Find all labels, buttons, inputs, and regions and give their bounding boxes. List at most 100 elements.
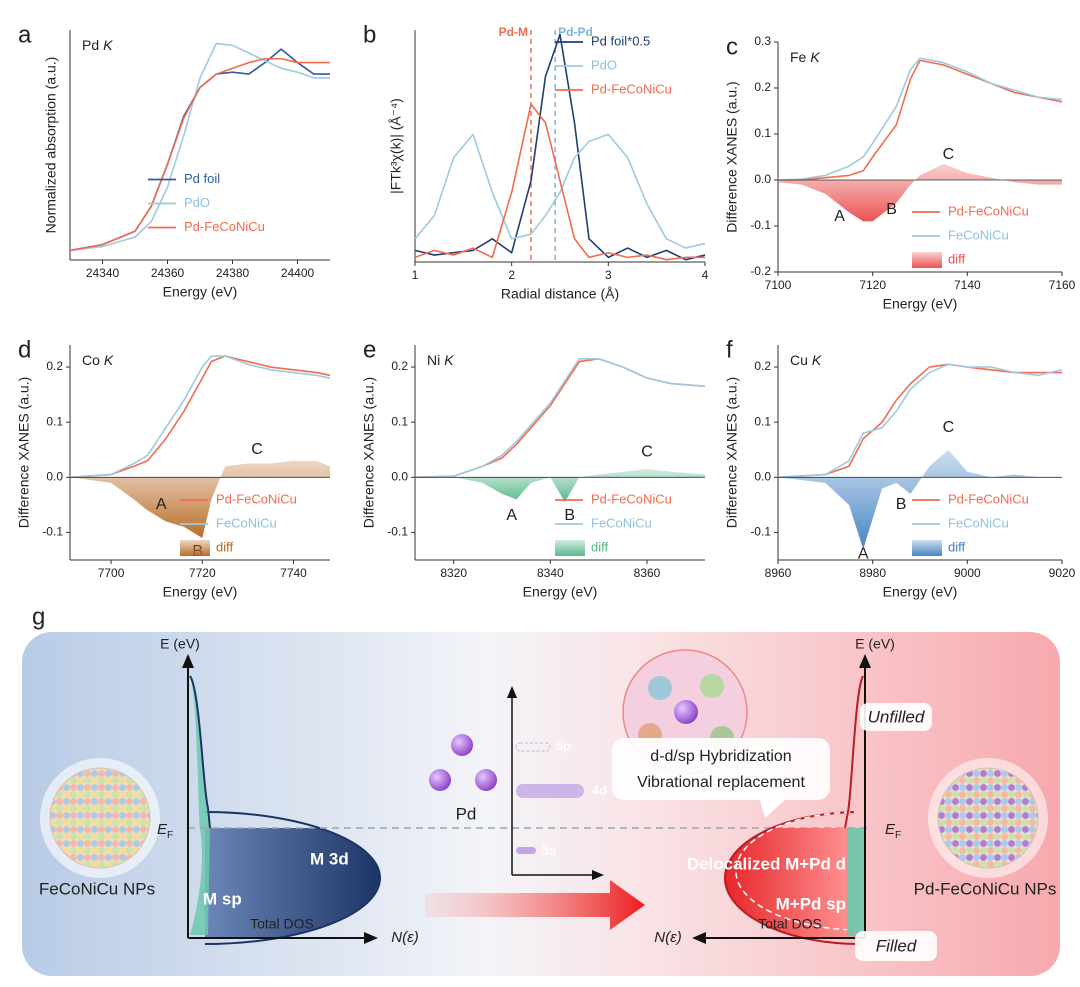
legend-label: diff — [216, 539, 233, 554]
x-axis-label: Energy (eV) — [163, 584, 238, 600]
y-tick-label: 0.0 — [46, 469, 63, 483]
element: Cu — [790, 352, 808, 368]
x-axis-label: Energy (eV) — [883, 296, 958, 312]
legend-label: Pd-FeCoNiCu — [591, 81, 672, 96]
legend-swatch — [555, 540, 585, 556]
legend-swatch — [180, 540, 210, 556]
legend-label: Pd-FeCoNiCu — [184, 219, 265, 234]
level-label: 4d — [592, 782, 607, 797]
edge: K — [444, 352, 454, 368]
element: Co — [82, 352, 100, 368]
y-tick-label: -0.1 — [750, 525, 771, 539]
arrow-head — [182, 654, 194, 668]
x-tick-label: 7720 — [189, 566, 216, 580]
axis-label: E (eV) — [855, 636, 895, 652]
series-line — [69, 42, 330, 252]
callout-text: d-d/sp Hybridization — [650, 748, 791, 765]
legend-label: FeCoNiCu — [216, 515, 277, 530]
panel: e Ni K 8320 8340 8360 -0.1 0.0 0.1 0.2 Energy (eV)… — [361, 336, 706, 600]
legend-label: Pd-FeCoNiCu — [591, 491, 672, 506]
element: Ni — [427, 352, 440, 368]
panel: d Co K 7700 7720 7740 -0.1 0.0 0.1 0.2 Energy (eV)… — [16, 336, 331, 600]
level-5s — [516, 847, 536, 854]
panel: f Cu K 8960 8980 9000 9020 -0.1 0.0 0.1 0.2 Energy … — [724, 336, 1076, 599]
dos-label: Total DOS — [758, 916, 822, 932]
annotation: C — [943, 419, 955, 436]
callout — [612, 738, 830, 800]
annotation: A — [506, 507, 517, 524]
annotation: C — [251, 441, 263, 458]
level-label: 5s — [542, 842, 556, 857]
panel: c Fe K 7100 7120 7140 7160 -0.2 -0.1 0.0 0.1 0.2 0.3… — [724, 33, 1076, 311]
pd-atom — [451, 734, 473, 756]
legend-label: diff — [948, 539, 965, 554]
edge: K — [104, 352, 114, 368]
x-axis-label: Energy (eV) — [163, 284, 238, 300]
x-tick-label: 8320 — [440, 566, 467, 580]
legend-label: FeCoNiCu — [591, 515, 652, 530]
y-tick-label: 0.1 — [46, 414, 63, 428]
legend-label: Pd foil — [184, 171, 220, 186]
series-line — [414, 357, 706, 479]
panel-label: a — [18, 21, 32, 48]
particle-label: Pd-FeCoNiCu NPs — [914, 879, 1057, 898]
y-tick-label: -0.1 — [750, 218, 771, 232]
series-line — [69, 57, 330, 252]
x-tick-label: 8360 — [634, 566, 661, 580]
y-axis-label: Difference XANES (a.u.) — [724, 377, 740, 528]
series-line — [69, 355, 331, 479]
y-tick-label: 0.0 — [391, 469, 408, 483]
sp-band — [847, 828, 865, 936]
y-tick-label: -0.1 — [387, 525, 408, 539]
level-label: 5p — [556, 738, 571, 753]
panel-label: c — [726, 33, 738, 60]
legend-label: Pd-FeCoNiCu — [216, 491, 297, 506]
d-band — [205, 828, 380, 938]
sp-outline — [189, 675, 211, 829]
callout-text: Vibrational replacement — [637, 774, 805, 791]
x-axis-label: Energy (eV) — [883, 584, 958, 600]
fermi-sub: F — [895, 830, 901, 841]
fermi-label: EF — [157, 821, 173, 841]
x-tick-label: 24400 — [281, 266, 315, 280]
y-tick-label: 0.2 — [46, 359, 63, 373]
y-tick-label: -0.1 — [42, 525, 63, 539]
element: Pd — [82, 37, 99, 53]
panel-label: d — [18, 336, 31, 363]
x-tick-label: 7120 — [859, 278, 886, 292]
annotation: A — [858, 546, 869, 563]
atom — [674, 700, 698, 724]
edge: K — [810, 49, 820, 65]
legend-label: FeCoNiCu — [948, 515, 1009, 530]
x-tick-label: 7740 — [280, 566, 307, 580]
x-tick-label: 24340 — [86, 266, 120, 280]
atom — [648, 676, 672, 700]
arrow-head — [592, 870, 604, 880]
x-tick-label: 7700 — [98, 566, 125, 580]
y-tick-label: 0.2 — [391, 359, 408, 373]
series-line — [777, 363, 1063, 479]
legend-label: Pd foil*0.5 — [591, 33, 650, 48]
x-axis-label: Energy (eV) — [523, 584, 598, 600]
y-tick-label: 0.1 — [754, 414, 771, 428]
y-tick-label: 0.0 — [754, 469, 771, 483]
d-band-outline — [204, 811, 381, 945]
fermi-sub: F — [167, 830, 173, 841]
x-tick-label: 8980 — [859, 566, 886, 580]
element-label: Ni K — [427, 352, 454, 368]
element-label: Co K — [82, 352, 114, 368]
x-tick-label: 1 — [412, 268, 419, 282]
n-label: N(ε) — [391, 929, 418, 946]
atom — [700, 674, 724, 698]
level-4d — [516, 784, 584, 798]
x-tick-label: 24380 — [216, 266, 250, 280]
y-tick-label: 0.1 — [754, 126, 771, 140]
annotation: C — [943, 146, 955, 163]
element: Fe — [790, 49, 807, 65]
d-label: M 3d — [310, 849, 349, 868]
x-tick-label: 4 — [702, 268, 709, 282]
n-label: N(ε) — [654, 929, 681, 946]
d-band — [725, 828, 860, 938]
x-tick-label: 9000 — [954, 566, 981, 580]
